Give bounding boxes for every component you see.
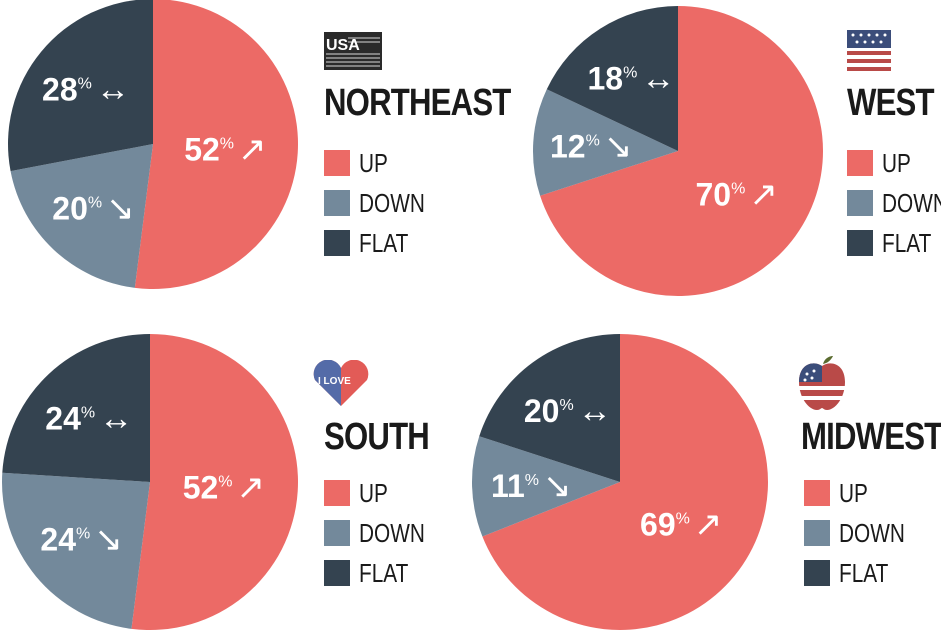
legend-item-up: UP <box>847 143 941 183</box>
legend-midwest: UP DOWN FLAT <box>804 473 921 593</box>
region-title-west: WEST <box>847 82 935 124</box>
legend-swatch-down <box>847 190 873 216</box>
legend-item-down: DOWN <box>324 513 441 553</box>
legend-label-up: UP <box>882 147 911 178</box>
region-title-south: SOUTH <box>324 416 430 458</box>
pie-slice-label-down: 12% ↘ <box>550 128 632 166</box>
panel-northeast: 52% ↗ 20% ↘ 28% ↔ USA NORTHEAST UP DOWN FLAT <box>0 0 511 300</box>
legend-item-flat: FLAT <box>324 223 441 263</box>
pie-slice-up <box>540 6 823 296</box>
legend-swatch-flat <box>324 560 350 586</box>
legend-swatch-up <box>324 150 350 176</box>
pie-slice-flat <box>479 334 620 482</box>
usa-icon-text: USA <box>326 37 360 54</box>
legend-swatch-flat <box>324 230 350 256</box>
legend-west: UP DOWN FLAT <box>847 143 941 263</box>
legend-label-flat: FLAT <box>359 557 409 588</box>
legend-label-flat: FLAT <box>359 227 409 258</box>
us-flag-icon <box>847 30 891 72</box>
legend-swatch-down <box>324 190 350 216</box>
legend-label-down: DOWN <box>359 517 425 548</box>
usa-text-badge-icon: USA <box>324 32 382 70</box>
legend-item-up: UP <box>324 143 441 183</box>
legend-swatch-down <box>804 520 830 546</box>
pie-west: 70% ↗ 12% ↘ 18% ↔ <box>533 6 823 296</box>
pie-slice-flat <box>8 0 153 172</box>
pie-slice-label-flat: 28% ↔ <box>42 71 130 109</box>
pie-slice-label-down: 24% ↘ <box>40 521 122 559</box>
pie-slice-down <box>472 436 620 537</box>
pie-slice-label-flat: 20% ↔ <box>524 392 612 430</box>
legend-swatch-up <box>847 150 873 176</box>
pie-slice-label-down: 11% ↘ <box>491 467 572 505</box>
panel-south: 52% ↗ 24% ↘ 24% ↔ I LOVE SOUTH UP DOWN FLAT <box>0 330 470 635</box>
heart-icon-text: I LOVE <box>318 376 351 387</box>
i-love-heart-icon: I LOVE <box>310 359 372 408</box>
pie-slice-flat <box>2 334 151 482</box>
panel-west: 70%↗ 12%↘ 18%↔ WEST UP DOWN FLAT <box>470 0 941 300</box>
legend-label-flat: FLAT <box>882 227 932 258</box>
pie-slice-label-up: 70% ↗ <box>695 176 777 214</box>
pie-midwest: 69% ↗ 11% ↘ 20% ↔ <box>472 334 768 630</box>
legend-item-flat: FLAT <box>804 553 921 593</box>
pie-slice-down <box>1 472 150 629</box>
legend-item-flat: FLAT <box>324 553 441 593</box>
pie-slice-down <box>10 144 154 288</box>
panel-midwest: 69% ↗ 11% ↘ 20% ↔ MIDWEST UP DOWN FLAT <box>470 330 941 635</box>
legend-label-up: UP <box>359 477 388 508</box>
legend-label-down: DOWN <box>882 187 941 218</box>
legend-label-down: DOWN <box>359 187 425 218</box>
legend-swatch-up <box>804 480 830 506</box>
pie-slice-up <box>482 334 768 630</box>
legend-swatch-up <box>324 480 350 506</box>
region-title-northeast: NORTHEAST <box>324 82 511 124</box>
legend-item-down: DOWN <box>324 183 441 223</box>
pie-slice-label-flat: 24% ↔ <box>45 399 133 437</box>
pie-slice-up <box>134 0 298 289</box>
pie-slice-down <box>533 89 678 196</box>
legend-swatch-flat <box>847 230 873 256</box>
pie-slice-up <box>131 334 298 630</box>
legend-swatch-flat <box>804 560 830 586</box>
pie-northeast: 52% ↗ 20% ↘ 28% ↔ <box>8 0 298 289</box>
legend-label-down: DOWN <box>839 517 905 548</box>
legend-item-down: DOWN <box>847 183 941 223</box>
legend-item-down: DOWN <box>804 513 921 553</box>
pie-slice-label-up: 52% ↗ <box>183 469 265 507</box>
pie-slice-label-up: 69% ↗ <box>640 506 722 544</box>
pie-slice-label-up: 52% ↗ <box>184 131 266 169</box>
legend-label-up: UP <box>359 147 388 178</box>
pie-slice-label-down: 20% ↘ <box>52 189 134 227</box>
pie-slice-label-flat: 18% ↔ <box>587 60 675 98</box>
region-title-midwest: MIDWEST <box>801 416 941 458</box>
legend-swatch-down <box>324 520 350 546</box>
legend-northeast: UP DOWN FLAT <box>324 143 441 263</box>
legend-item-up: UP <box>804 473 921 513</box>
pie-south: 52% ↗ 24% ↘ 24% ↔ <box>1 334 298 630</box>
legend-label-flat: FLAT <box>839 557 889 588</box>
legend-label-up: UP <box>839 477 868 508</box>
legend-south: UP DOWN FLAT <box>324 473 441 593</box>
pie-slice-flat <box>546 6 678 151</box>
legend-item-flat: FLAT <box>847 223 941 263</box>
legend-item-up: UP <box>324 473 441 513</box>
flag-apple-icon <box>795 354 849 412</box>
